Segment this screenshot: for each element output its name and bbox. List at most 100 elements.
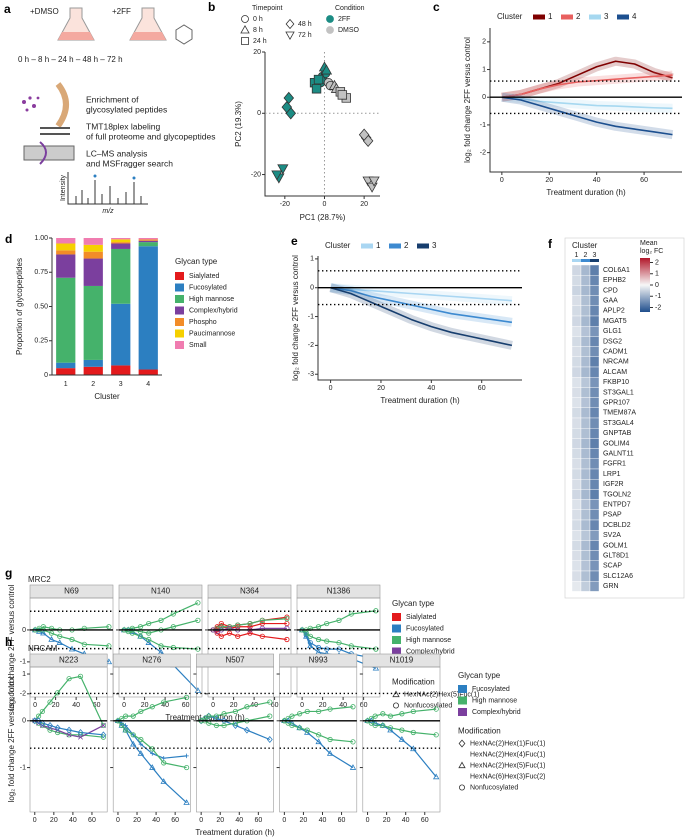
point [138, 708, 144, 715]
panel-frame [112, 666, 191, 813]
point [100, 722, 106, 728]
x-tick-label: 0 [366, 817, 370, 824]
heatmap-cell [589, 448, 600, 460]
bar-segment [56, 362, 76, 369]
bar-segment [83, 244, 103, 252]
point [55, 729, 61, 736]
legend-marker [285, 31, 295, 41]
heatmap-cell [580, 397, 591, 409]
heatmap-cell [580, 336, 591, 347]
point [213, 722, 220, 729]
point [54, 724, 61, 732]
point [170, 624, 176, 630]
point [221, 722, 227, 729]
point [303, 632, 310, 639]
heatmap-cell [580, 448, 591, 460]
heatmap-cell [589, 581, 600, 592]
heatmap-cell [571, 428, 582, 439]
point [348, 643, 354, 649]
bar-segment [56, 254, 76, 278]
x-tick-label: 20 [383, 817, 391, 824]
heatmap-cell [580, 428, 591, 439]
facet-title: N993 [309, 656, 329, 665]
condition-label: +DMSO [30, 7, 59, 16]
bar-segment [138, 238, 158, 240]
point [244, 704, 250, 710]
row-label: DCBLD2 [603, 522, 631, 529]
legend-swatch [458, 696, 467, 705]
bar-segment [83, 251, 103, 259]
x-tick-label: 20 [141, 702, 149, 709]
point [161, 760, 167, 766]
heatmap-cell [580, 377, 591, 388]
legend-label: Nonfucosylated [470, 784, 518, 791]
point [149, 704, 155, 710]
point [267, 699, 273, 705]
legend-swatch [175, 295, 184, 303]
heatmap-cell [580, 326, 591, 337]
heatmap-cell [580, 479, 591, 490]
x-tick-label: 20 [377, 385, 385, 392]
y-tick-label: 0 [310, 285, 314, 292]
y-tick-label: 0.25 [34, 338, 48, 345]
heatmap-cell [580, 550, 591, 561]
series-line [117, 720, 187, 804]
heatmap-cell [589, 530, 600, 541]
legend-swatch [175, 318, 184, 326]
series-line [284, 720, 354, 769]
point [47, 727, 53, 733]
colorbar [640, 258, 650, 312]
series-line [330, 286, 513, 347]
point [66, 732, 72, 738]
point [218, 633, 224, 639]
row-label: TMEM87A [603, 410, 636, 417]
point [137, 750, 145, 756]
point [372, 664, 380, 671]
legend-marker [326, 26, 334, 34]
x-tick-label: 40 [235, 817, 243, 824]
panel-label: b [208, 0, 215, 14]
row-label: IGF2R [603, 481, 624, 488]
point [78, 734, 83, 740]
heatmap-cell [571, 540, 582, 551]
legend-label: Complex/hybrid [406, 648, 455, 655]
legend-label: Fucosylated [406, 625, 444, 632]
legend-swatch [458, 708, 467, 716]
heatmap-cell [571, 377, 582, 388]
point [315, 636, 322, 643]
legend-label: 8 h [253, 27, 263, 34]
heatmap-cell [571, 570, 582, 582]
legend-swatch [389, 243, 401, 249]
point [372, 722, 378, 729]
ms-icon [23, 145, 75, 161]
x-tick-label: 0 [211, 702, 215, 709]
series-line [301, 629, 376, 650]
point [138, 736, 144, 743]
heatmap-cell [580, 509, 591, 521]
x-tick-label: 20 [133, 817, 141, 824]
facet-title: N1019 [390, 656, 414, 665]
point [137, 624, 144, 630]
point [213, 713, 220, 719]
legend-marker [285, 18, 295, 30]
point [368, 720, 374, 726]
row-label: LRP1 [603, 471, 621, 478]
legend-label: 3 [432, 241, 437, 250]
legend-label: 48 h [298, 21, 312, 28]
point [206, 720, 212, 726]
legend-marker [459, 752, 464, 757]
x-axis-label: Treatment duration (h) [546, 188, 626, 197]
plot-area [212, 616, 287, 641]
bar-segment [138, 240, 158, 243]
heatmap-cell [571, 366, 582, 378]
row-label: FKBP10 [603, 379, 629, 386]
row-label: GAA [603, 298, 618, 305]
point [130, 740, 137, 747]
step-text: LC–MS analysis [86, 148, 147, 158]
facet-title: N1386 [327, 587, 351, 596]
point [66, 676, 72, 682]
series-line [501, 74, 673, 99]
colorbar-tick-label: -2 [655, 304, 661, 311]
y-axis-label: log₂ fold change 2FF versus control [291, 255, 300, 381]
x-tick-label: 60 [171, 817, 179, 824]
